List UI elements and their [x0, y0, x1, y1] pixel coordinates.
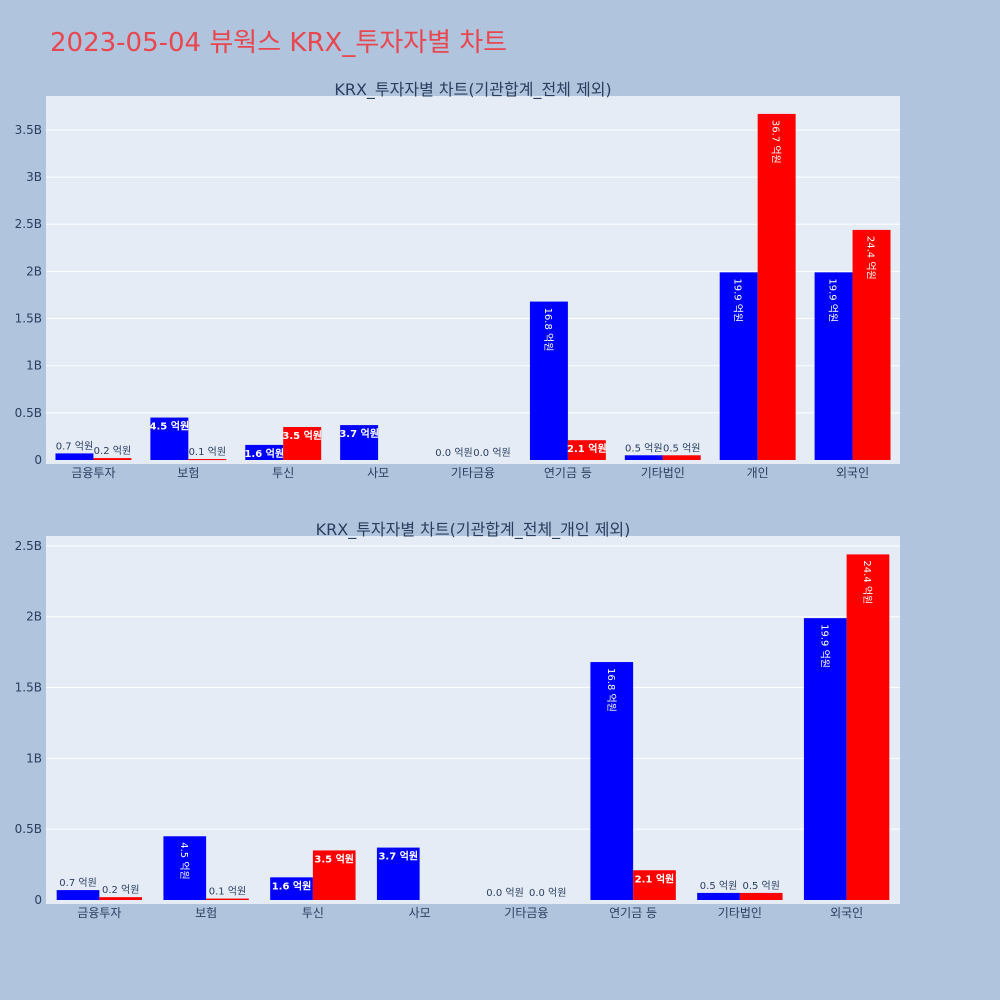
bar — [150, 417, 189, 460]
page-title: 2023-05-04 뷰웍스 KRX_투자자별 차트 — [50, 28, 508, 58]
y-tick-label: 1B — [26, 751, 42, 765]
chart-title: KRX_투자자별 차트(기관합계_전체 제외) — [334, 80, 611, 100]
bar — [739, 892, 783, 900]
chart-title: KRX_투자자별 차트(기관합계_전체_개인 제외) — [316, 520, 631, 540]
bar-value-label: 0.7 억원 — [56, 440, 93, 452]
bar-value-label: 0.1 억원 — [209, 886, 246, 898]
y-tick-label: 1.5B — [15, 312, 42, 326]
bar — [719, 272, 758, 460]
bar-value-label: 3.7 억원 — [378, 850, 418, 863]
bar-value-label: 0.0 억원 — [486, 887, 523, 899]
bar-value-label: 0.5 억원 — [700, 880, 737, 892]
y-tick-label: 0.5B — [15, 406, 42, 420]
x-tick-label: 연기금 등 — [609, 906, 657, 920]
bar-value-label: 3.7 억원 — [339, 427, 379, 440]
bar — [814, 272, 853, 460]
y-tick-label: 0 — [34, 893, 42, 907]
bar — [99, 897, 143, 900]
x-tick-label: 투신 — [302, 906, 324, 920]
bar-value-label: 3.5 억원 — [282, 429, 322, 442]
x-tick-label: 외국인 — [836, 466, 869, 480]
bar — [340, 425, 379, 460]
x-tick-label: 연기금 등 — [544, 466, 592, 480]
x-tick-label: 사모 — [367, 466, 389, 480]
chart-top: KRX_투자자별 차트(기관합계_전체 제외) 0 0.5B 1B 1.5B 2B 2.5B… — [15, 80, 900, 480]
bar — [163, 836, 207, 900]
y-tick-label: 3B — [26, 170, 42, 184]
bar-value-label: 3.5 억원 — [314, 852, 354, 865]
bar — [846, 554, 890, 900]
x-tick-label: 기타금융 — [504, 906, 548, 920]
bar — [188, 459, 227, 461]
bar — [206, 898, 249, 900]
bar-value-label: 1.6 억원 — [272, 879, 312, 892]
bar-value-label: 4.5 억원 — [178, 842, 190, 879]
bar-value-label: 4.5 억원 — [150, 420, 190, 433]
bar — [245, 444, 284, 460]
bar — [803, 618, 847, 900]
bar-value-label: 1.6 억원 — [244, 447, 284, 460]
bar — [56, 890, 100, 900]
x-tick-label: 기타금융 — [451, 466, 495, 480]
y-tick-label: 2.5B — [15, 217, 42, 231]
bar — [55, 453, 94, 460]
x-tick-label: 외국인 — [830, 906, 863, 920]
bar-value-label: 16.8 억원 — [605, 668, 617, 712]
bar-value-label: 0.5 억원 — [663, 442, 700, 454]
y-tick-label: 2B — [26, 610, 42, 624]
bar-value-label: 0.2 억원 — [102, 884, 139, 896]
x-tick-label: 금융투자 — [71, 466, 115, 480]
x-tick-label: 기타법인 — [718, 906, 762, 920]
bar — [697, 892, 740, 900]
bar-value-label: 0.5 억원 — [742, 880, 779, 892]
bar-value-label: 0.0 억원 — [529, 887, 566, 899]
bar — [283, 426, 322, 460]
bar — [529, 301, 568, 460]
bar — [757, 113, 796, 460]
y-tick-label: 2.5B — [15, 539, 42, 553]
bar-value-label: 16.8 억원 — [542, 308, 554, 352]
bar-value-label: 24.4 억원 — [865, 236, 877, 280]
bar-value-label: 19.9 억원 — [827, 278, 839, 322]
bar — [662, 455, 701, 460]
bar — [312, 850, 356, 900]
bar-value-label: 0.0 억원 — [473, 447, 510, 459]
y-tick-label: 1B — [26, 359, 42, 373]
y-tick-label: 1.5B — [15, 681, 42, 695]
bar — [590, 662, 634, 900]
x-tick-label: 보험 — [177, 466, 199, 480]
x-tick-label: 투신 — [272, 466, 294, 480]
y-tick-label: 0.5B — [15, 822, 42, 836]
bar — [624, 455, 663, 460]
y-tick-label: 3.5B — [15, 123, 42, 137]
x-tick-label: 사모 — [409, 906, 431, 920]
bar-value-label: 0.5 억원 — [625, 442, 662, 454]
bar-value-label: 0.0 억원 — [435, 447, 472, 459]
bar-value-label: 0.7 억원 — [59, 877, 96, 889]
chart-bottom: KRX_투자자별 차트(기관합계_전체_개인 제외) 0 0.5B 1B 1.5B 2B 2… — [15, 520, 900, 920]
bar — [567, 440, 606, 460]
bar — [852, 229, 891, 460]
bar-value-label: 19.9 억원 — [732, 278, 744, 322]
y-tick-label: 0 — [34, 453, 42, 467]
bar-value-label: 0.2 억원 — [94, 445, 131, 457]
bar-value-label: 36.7 억원 — [770, 120, 782, 164]
x-tick-label: 금융투자 — [77, 906, 121, 920]
bar-value-label: 0.1 억원 — [189, 446, 226, 458]
x-tick-label: 개인 — [747, 466, 769, 480]
bar — [93, 458, 132, 460]
bar-value-label: 19.9 억원 — [818, 624, 830, 668]
x-tick-label: 보험 — [195, 906, 217, 920]
bar-value-label: 2.1 억원 — [635, 872, 675, 885]
bar — [270, 877, 313, 900]
bar — [376, 847, 420, 900]
bar-value-label: 24.4 억원 — [861, 560, 873, 604]
bar — [633, 870, 676, 900]
bar-value-label: 2.1 억원 — [567, 442, 607, 455]
y-tick-label: 2B — [26, 264, 42, 278]
x-tick-label: 기타법인 — [641, 466, 685, 480]
